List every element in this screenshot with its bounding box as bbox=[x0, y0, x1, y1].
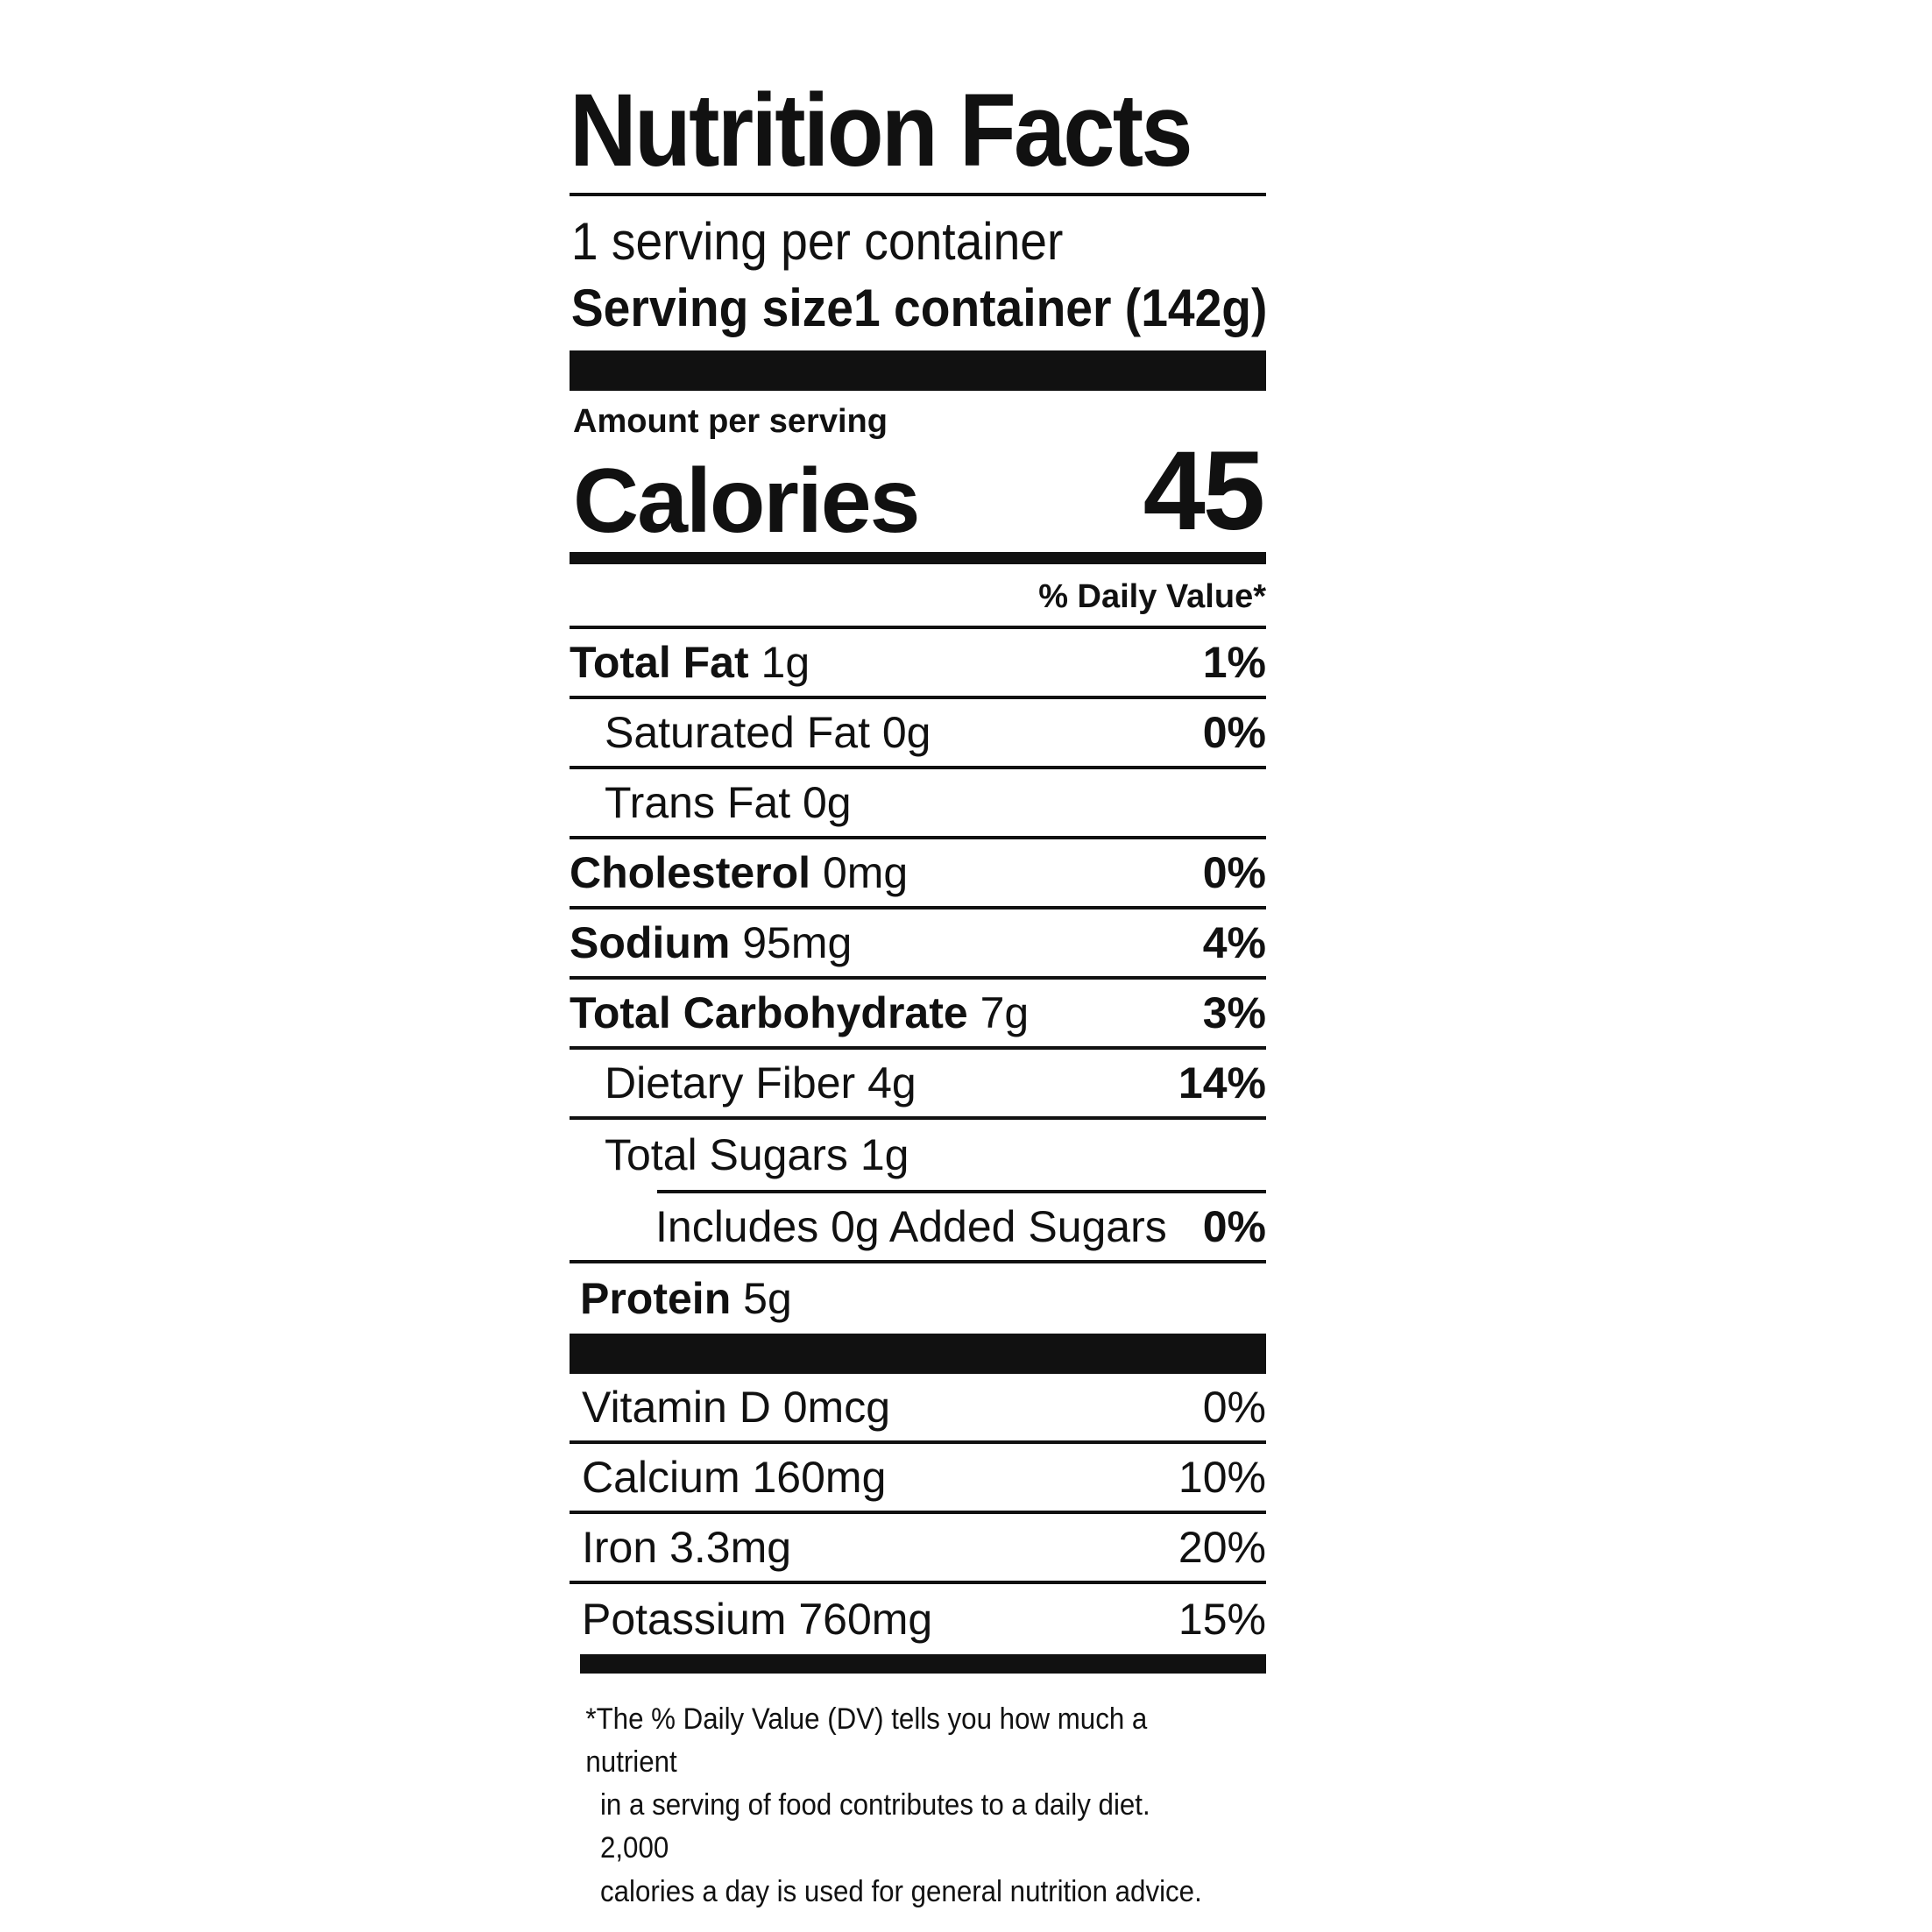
nutrient-name: Dietary Fiber bbox=[605, 1058, 856, 1108]
daily-value-footnote: *The % Daily Value (DV) tells you how mu… bbox=[570, 1674, 1210, 1914]
nutrient-amount: 1g bbox=[761, 637, 810, 687]
nutrient-name: Sodium bbox=[570, 917, 731, 967]
mineral-dv: 15% bbox=[1178, 1594, 1266, 1644]
footnote-line: in a serving of food contributes to a da… bbox=[599, 1788, 1150, 1865]
mineral-amount: 0mcg bbox=[782, 1382, 890, 1432]
footnote-divider bbox=[580, 1653, 1266, 1674]
nutrient-amount: 0g bbox=[881, 707, 931, 757]
nutrient-name: Total Sugars bbox=[605, 1129, 848, 1179]
nutrient-row-total-sugars: Total Sugars 1g bbox=[570, 1120, 1266, 1190]
mineral-dv: 20% bbox=[1178, 1522, 1266, 1572]
calories-divider bbox=[570, 551, 1266, 564]
title-divider bbox=[570, 193, 1266, 196]
nutrition-facts-label: Nutrition Facts 1 serving per container … bbox=[570, 73, 1268, 1914]
amount-per-serving: Amount per serving bbox=[573, 403, 888, 440]
mineral-name: Calcium bbox=[582, 1452, 740, 1502]
nutrient-name: Protein bbox=[580, 1273, 732, 1323]
mineral-dv: 10% bbox=[1178, 1452, 1266, 1502]
nutrient-amount: 1g bbox=[860, 1129, 909, 1179]
nutrient-row-total-carbohydrate: Total Carbohydrate 7g 3% bbox=[570, 980, 1266, 1050]
dv-divider bbox=[570, 625, 1266, 629]
nutrient-row-protein: Protein 5g bbox=[570, 1263, 1266, 1334]
added-sugars-divider bbox=[657, 1189, 1266, 1193]
mineral-name: Iron bbox=[582, 1522, 658, 1572]
mineral-amount: 3.3mg bbox=[669, 1522, 792, 1572]
nutrient-dv: 0% bbox=[1202, 707, 1266, 757]
label-title: Nutrition Facts bbox=[570, 73, 1193, 188]
nutrient-amount: 5g bbox=[743, 1273, 792, 1323]
nutrient-dv: 0% bbox=[1202, 1201, 1266, 1251]
serving-divider bbox=[570, 350, 1266, 391]
nutrient-row-added-sugars: Includes 0g Added Sugars 0% bbox=[570, 1193, 1266, 1263]
mineral-row-iron: Iron 3.3mg 20% bbox=[570, 1514, 1266, 1584]
nutrient-amount: 0g bbox=[803, 777, 852, 827]
calories-row: Calories 45 bbox=[570, 428, 1266, 554]
nutrient-name: Total Fat bbox=[570, 637, 749, 687]
calories-label: Calories bbox=[573, 449, 920, 552]
mineral-row-calcium: Calcium 160mg 10% bbox=[570, 1444, 1266, 1514]
nutrient-dv: 0% bbox=[1202, 847, 1266, 897]
nutrient-row-cholesterol: Cholesterol 0mg 0% bbox=[570, 839, 1266, 909]
nutrient-dv: 4% bbox=[1202, 917, 1266, 967]
nutrient-name: Trans Fat bbox=[605, 777, 791, 827]
nutrient-row-dietary-fiber: Dietary Fiber 4g 14% bbox=[570, 1050, 1266, 1120]
nutrient-row-saturated-fat: Saturated Fat 0g 0% bbox=[570, 699, 1266, 769]
nutrient-amount: 4g bbox=[867, 1058, 916, 1108]
footnote-line: calories a day is used for general nutri… bbox=[599, 1874, 1202, 1908]
nutrient-dv: 1% bbox=[1202, 637, 1266, 687]
nutrient-amount: 95mg bbox=[742, 917, 853, 967]
mineral-amount: 160mg bbox=[752, 1452, 887, 1502]
calories-value: 45 bbox=[1143, 428, 1265, 554]
nutrient-row-total-fat: Total Fat 1g 1% bbox=[570, 629, 1266, 699]
nutrient-row-trans-fat: Trans Fat 0g bbox=[570, 769, 1266, 839]
serving-size-value: 1 container (142g) bbox=[853, 279, 1268, 337]
serving-size-label: Serving size bbox=[570, 279, 853, 337]
serving-size: Serving size 1 container (142g) bbox=[570, 275, 1268, 350]
nutrient-name: Total Carbohydrate bbox=[570, 987, 968, 1037]
nutrient-dv: 3% bbox=[1202, 987, 1266, 1037]
mineral-name: Potassium bbox=[582, 1594, 787, 1644]
nutrient-row-sodium: Sodium 95mg 4% bbox=[570, 909, 1266, 980]
nutrient-name: Cholesterol bbox=[570, 847, 811, 897]
nutrient-name: Saturated Fat bbox=[605, 707, 870, 757]
mineral-dv: 0% bbox=[1202, 1382, 1266, 1432]
mineral-row-vitamin-d: Vitamin D 0mcg 0% bbox=[570, 1374, 1266, 1444]
servings-per-container: 1 serving per container bbox=[570, 212, 1064, 271]
nutrient-name: Includes 0g Added Sugars bbox=[655, 1201, 1167, 1251]
footnote-line: *The % Daily Value (DV) tells you how mu… bbox=[585, 1702, 1148, 1779]
vitamins-divider bbox=[570, 1333, 1266, 1374]
daily-value-header: % Daily Value* bbox=[1038, 577, 1266, 615]
nutrient-amount: 0mg bbox=[822, 847, 909, 897]
mineral-row-potassium: Potassium 760mg 15% bbox=[570, 1584, 1266, 1654]
nutrient-amount: 7g bbox=[980, 987, 1030, 1037]
mineral-amount: 760mg bbox=[798, 1594, 933, 1644]
nutrient-dv: 14% bbox=[1178, 1058, 1266, 1108]
mineral-name: Vitamin D bbox=[582, 1382, 771, 1432]
